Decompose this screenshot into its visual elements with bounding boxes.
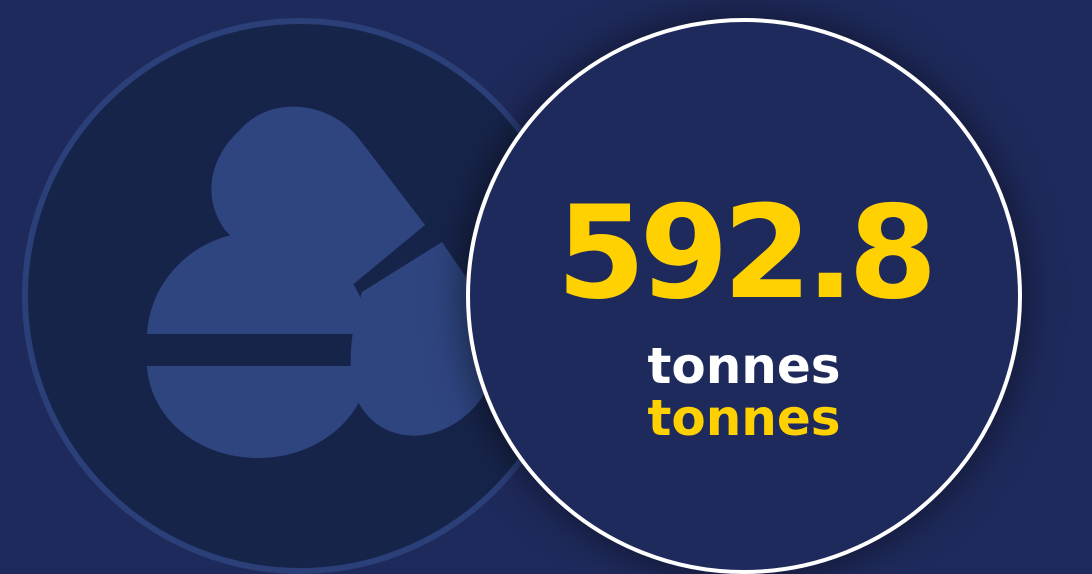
tablet-top-half <box>147 232 369 334</box>
capsule-bottom-half <box>350 242 498 436</box>
unit-label-secondary: tonnes <box>647 389 841 447</box>
tablet-bottom-half <box>147 366 369 458</box>
stat-circle <box>466 18 1022 574</box>
stat-panel: 592.8 tonnes tonnes <box>466 18 1022 574</box>
unit-label-primary: tonnes <box>647 337 841 395</box>
stat-value: 592.8 <box>556 179 938 328</box>
